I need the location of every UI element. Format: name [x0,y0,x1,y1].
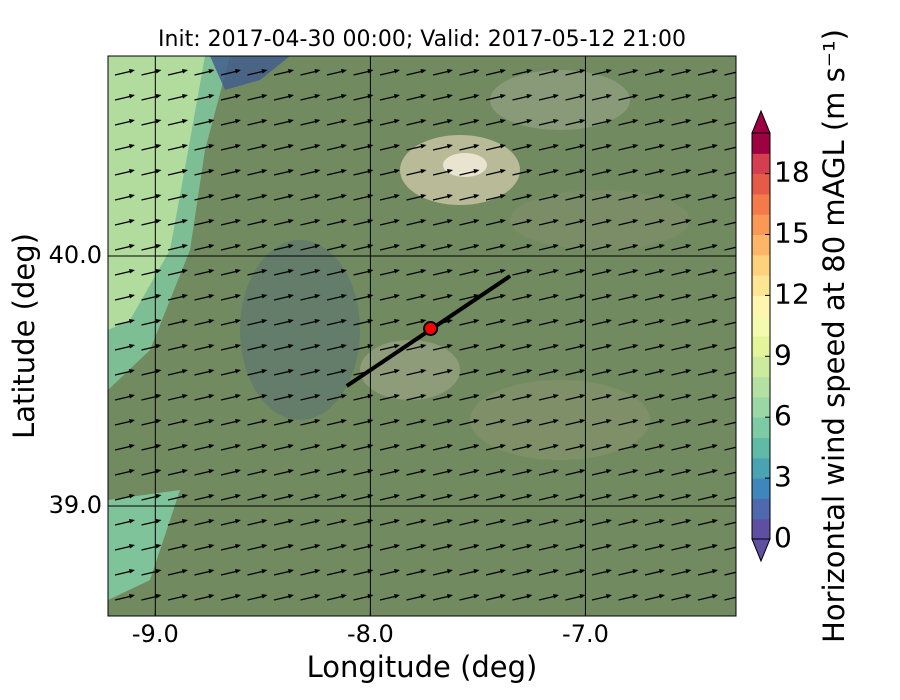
y-tick-label: 39.0 [49,491,102,519]
colorbar-segment [752,498,770,520]
x-tick-label: -8.0 [347,620,394,648]
x-axis-label: Longitude (deg) [307,650,538,684]
site-marker [423,321,439,336]
colorbar-segment [752,214,770,235]
colorbar-segment [752,254,770,276]
colorbar-segment [752,336,770,357]
colorbar-segment [752,396,770,418]
colorbar-tick-label: 18 [774,156,810,189]
colorbar-label: Horizontal wind speed at 80 mAGL (m s⁻¹) [817,29,851,643]
colorbar-extend-bottom [751,538,771,563]
colorbar-tick-label: 6 [774,399,792,432]
colorbar-tick-label: 12 [774,277,810,310]
colorbar-segment [752,356,770,378]
colorbar-frame [751,132,771,540]
plot-frame [107,55,737,617]
colorbar-segment [752,275,770,296]
colorbar-segment [752,437,770,459]
colorbar-segment [752,133,770,154]
colorbar-extend-top [751,109,771,134]
x-tick-label: -9.0 [132,620,179,648]
colorbar-segment [752,417,770,438]
colorbar-segment [752,518,770,540]
colorbar-segment [752,193,770,215]
y-tick-label: 40.0 [49,241,102,269]
colorbar-tick-label: 9 [774,338,792,371]
x-tick-label: -7.0 [562,620,609,648]
colorbar-segment [752,173,770,195]
colorbar-segment [752,295,770,317]
colorbar-tick-label: 0 [774,521,792,554]
colorbar-segment [752,478,770,499]
y-axis-label: Latitude (deg) [7,233,41,439]
colorbar-segment [752,315,770,337]
colorbar-segment [752,234,770,256]
chart-title: Init: 2017-04-30 00:00; Valid: 2017-05-1… [158,27,686,52]
colorbar-segment [752,457,770,479]
colorbar-tick-label: 15 [774,217,810,250]
colorbar-segment [752,153,770,175]
colorbar-segment [752,376,770,398]
colorbar-tick-label: 3 [774,460,792,493]
